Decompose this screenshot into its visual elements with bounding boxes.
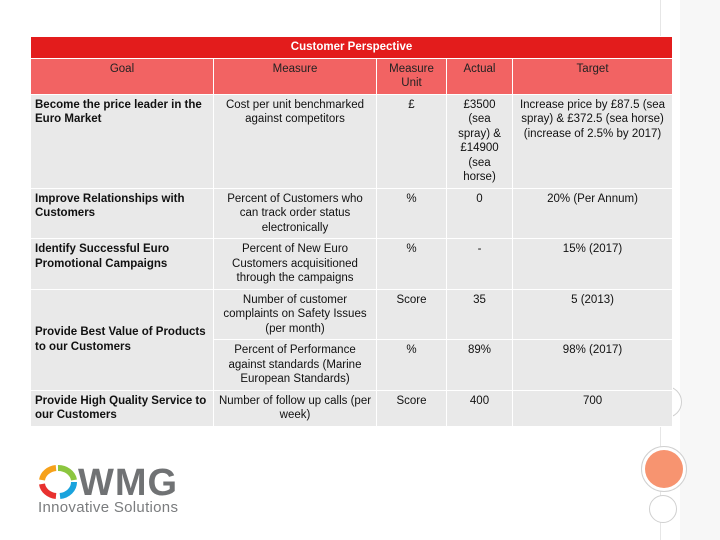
target-cell: 98% (2017) (511, 339, 674, 391)
measure-cell: Cost per unit benchmarked against compet… (213, 93, 377, 189)
unit-cell: Score (376, 288, 447, 340)
goal-cell: Become the price leader in the Euro Mark… (30, 93, 214, 189)
goal-cell: Provide Best Value of Products to our Cu… (30, 288, 214, 391)
actual-cell: 400 (446, 389, 513, 427)
target-cell: 15% (2017) (511, 238, 674, 290)
unit-cell: % (376, 238, 447, 290)
goal-cell: Provide High Quality Service to our Cust… (30, 389, 214, 427)
logo-ring-icon (39, 464, 78, 499)
table-title-row: Customer Perspective (29, 36, 674, 59)
table-row: Provide Best Value of Products to our Cu… (30, 288, 674, 391)
table-row: Provide High Quality Service to our Cust… (30, 389, 674, 427)
actual-cell: £3500 (sea spray) & £14900 (sea horse) (446, 93, 513, 189)
unit-cell: Score (376, 389, 447, 427)
table-row: Percent of Performance against standards… (31, 339, 674, 391)
actual-cell: - (446, 238, 513, 290)
header-goal: Goal (30, 57, 214, 95)
measure-cell: Number of follow up calls (per week) (213, 389, 377, 427)
measure-cell: Number of customer complaints on Safety … (213, 288, 377, 340)
decorative-circle-accent (645, 450, 683, 488)
header-measure-unit: Measure Unit (376, 57, 447, 95)
wmg-logo: WMG Innovative Solutions (36, 462, 221, 518)
unit-cell: % (376, 339, 447, 391)
logo-tagline: Innovative Solutions (38, 499, 179, 516)
customer-perspective-table: Customer Perspective Goal Measure Measur… (29, 36, 674, 427)
actual-cell: 0 (446, 187, 513, 239)
measure-cell: Percent of New Euro Customers acquisitio… (213, 238, 377, 290)
target-cell: 5 (2013) (511, 288, 674, 340)
measure-cell: Percent of Customers who can track order… (213, 187, 377, 239)
actual-cell: 35 (446, 288, 513, 340)
goal-cell: Improve Relationships with Customers (30, 187, 214, 239)
target-cell: Increase price by £87.5 (sea spray) & £3… (511, 93, 674, 189)
logo-wordmark: WMG (78, 462, 179, 504)
target-cell: 700 (511, 389, 674, 427)
goal-cell: Identify Successful Euro Promotional Cam… (30, 238, 214, 290)
measure-cell: Percent of Performance against standards… (213, 339, 377, 391)
right-decorative-strip (680, 0, 720, 540)
decorative-circle (649, 495, 677, 523)
header-target: Target (511, 57, 674, 95)
table-header-row: Goal Measure Measure Unit Actual Target (30, 57, 674, 95)
target-cell: 20% (Per Annum) (511, 187, 674, 239)
table-row: Identify Successful Euro Promotional Cam… (30, 238, 674, 290)
header-measure: Measure (213, 57, 377, 95)
actual-cell: 89% (446, 339, 513, 391)
unit-cell: £ (376, 93, 447, 189)
unit-cell: % (376, 187, 447, 239)
table-row: Become the price leader in the Euro Mark… (30, 93, 674, 189)
header-actual: Actual (446, 57, 513, 95)
table-title: Customer Perspective (29, 36, 674, 59)
table-row: Improve Relationships with Customers Per… (30, 187, 674, 239)
